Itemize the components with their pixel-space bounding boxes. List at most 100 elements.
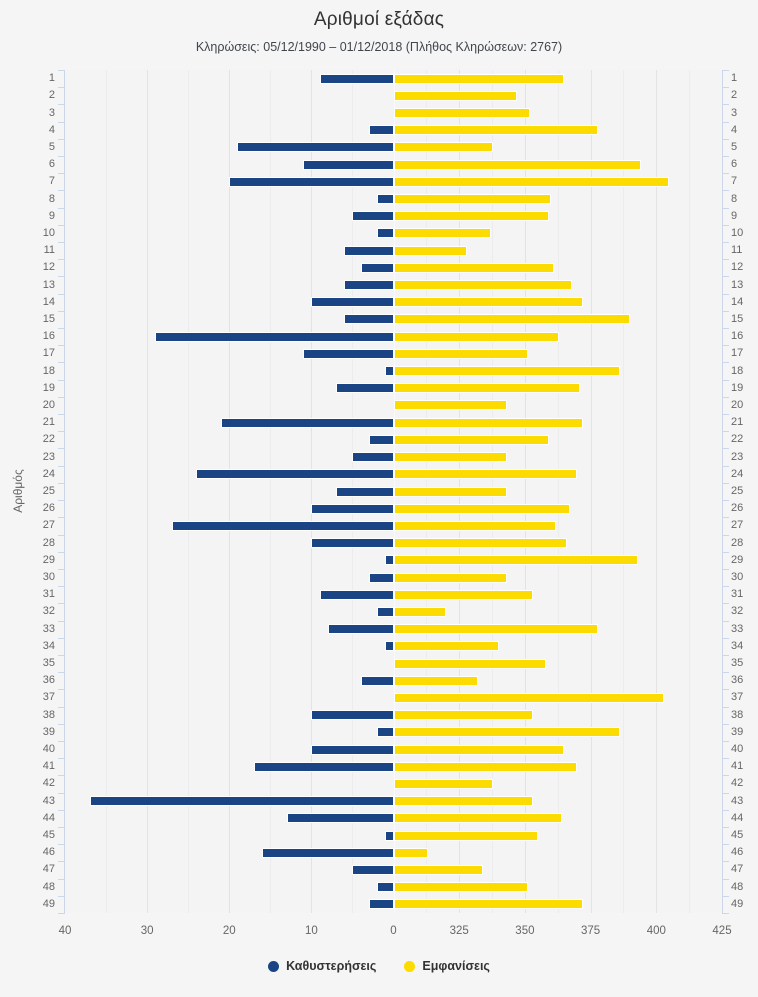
legend-item-appearances[interactable]: Εμφανίσεις — [404, 959, 490, 973]
appearances-bar-33[interactable] — [393, 624, 599, 635]
delay-bar-47[interactable] — [352, 864, 394, 875]
delay-bar-1[interactable] — [319, 73, 394, 84]
appearances-bar-10[interactable] — [393, 228, 491, 239]
delay-bar-10[interactable] — [377, 228, 394, 239]
delay-bar-18[interactable] — [385, 366, 394, 377]
delay-bar-22[interactable] — [368, 434, 394, 445]
delay-bar-11[interactable] — [344, 245, 394, 256]
appearances-bar-1[interactable] — [393, 73, 565, 84]
appearances-bar-48[interactable] — [393, 882, 528, 893]
delay-bar-19[interactable] — [336, 383, 394, 394]
appearances-bar-13[interactable] — [393, 280, 573, 291]
appearances-bar-35[interactable] — [393, 658, 546, 669]
y-axis-label-left: 21 — [42, 416, 55, 429]
appearances-bar-16[interactable] — [393, 331, 560, 342]
right-axis-tick — [723, 328, 729, 330]
delay-bar-6[interactable] — [303, 159, 394, 170]
appearances-bar-19[interactable] — [393, 383, 581, 394]
appearances-bar-14[interactable] — [393, 297, 583, 308]
appearances-bar-43[interactable] — [393, 796, 533, 807]
delay-bar-25[interactable] — [336, 486, 394, 497]
delay-bar-39[interactable] — [377, 727, 394, 738]
delay-bar-29[interactable] — [385, 555, 394, 566]
appearances-bar-46[interactable] — [393, 847, 428, 858]
appearances-bar-31[interactable] — [393, 589, 533, 600]
appearances-bar-3[interactable] — [393, 108, 531, 118]
appearances-bar-47[interactable] — [393, 864, 483, 875]
appearances-bar-7[interactable] — [393, 176, 670, 187]
appearances-bar-5[interactable] — [393, 142, 494, 153]
delay-bar-27[interactable] — [171, 520, 394, 531]
appearances-bar-30[interactable] — [393, 572, 507, 583]
delay-bar-4[interactable] — [368, 125, 394, 136]
appearances-bar-27[interactable] — [393, 520, 557, 531]
delay-bar-41[interactable] — [253, 761, 394, 772]
delay-bar-26[interactable] — [311, 503, 394, 514]
appearances-bar-17[interactable] — [393, 348, 528, 359]
delay-bar-28[interactable] — [311, 538, 394, 549]
delay-bar-33[interactable] — [327, 624, 394, 635]
delay-bar-7[interactable] — [229, 176, 394, 187]
appearances-bar-29[interactable] — [393, 555, 638, 566]
delay-bar-15[interactable] — [344, 314, 394, 325]
delay-bar-46[interactable] — [262, 847, 394, 858]
appearances-bar-40[interactable] — [393, 744, 565, 755]
delay-bar-34[interactable] — [385, 641, 394, 652]
delay-bar-40[interactable] — [311, 744, 394, 755]
delay-bar-48[interactable] — [377, 882, 394, 893]
delay-bar-12[interactable] — [360, 262, 394, 273]
appearances-bar-8[interactable] — [393, 194, 552, 205]
appearances-bar-21[interactable] — [393, 417, 583, 428]
appearances-bar-37[interactable] — [393, 692, 665, 703]
legend-item-delays[interactable]: Καθυστερήσεις — [268, 959, 376, 973]
appearances-bar-26[interactable] — [393, 503, 570, 514]
appearances-bar-22[interactable] — [393, 434, 549, 445]
delay-bar-8[interactable] — [377, 194, 394, 205]
delay-bar-24[interactable] — [196, 469, 394, 480]
appearances-bar-34[interactable] — [393, 641, 499, 652]
appearances-bar-38[interactable] — [393, 710, 533, 721]
appearances-bar-45[interactable] — [393, 830, 539, 841]
delay-bar-43[interactable] — [89, 796, 394, 807]
delay-bar-21[interactable] — [221, 417, 394, 428]
appearances-bar-44[interactable] — [393, 813, 562, 824]
delay-bar-17[interactable] — [303, 348, 394, 359]
delay-bar-9[interactable] — [352, 211, 394, 222]
appearances-bar-41[interactable] — [393, 761, 578, 772]
appearances-bar-39[interactable] — [393, 727, 620, 738]
delay-bar-16[interactable] — [155, 331, 394, 342]
delay-bar-14[interactable] — [311, 297, 394, 308]
appearances-bar-36[interactable] — [393, 675, 478, 686]
appearances-bar-18[interactable] — [393, 366, 620, 377]
delay-bar-45[interactable] — [385, 830, 394, 841]
appearances-bar-49[interactable] — [393, 899, 583, 910]
delay-bar-36[interactable] — [360, 675, 394, 686]
delay-bar-31[interactable] — [319, 589, 394, 600]
delay-bar-32[interactable] — [377, 606, 394, 617]
delay-bar-13[interactable] — [344, 280, 394, 291]
appearances-bar-12[interactable] — [393, 262, 554, 273]
appearances-bar-25[interactable] — [393, 486, 507, 497]
appearances-bar-11[interactable] — [393, 245, 468, 256]
appearances-bar-4[interactable] — [393, 125, 599, 136]
appearances-bar-2[interactable] — [393, 90, 518, 101]
appearances-bar-28[interactable] — [393, 538, 567, 549]
left-axis-tick — [58, 844, 64, 846]
appearances-bar-42[interactable] — [393, 778, 494, 789]
appearances-bar-24[interactable] — [393, 469, 578, 480]
x-axis-label-delays: 0 — [390, 925, 397, 937]
appearances-bar-6[interactable] — [393, 159, 641, 170]
appearances-bar-23[interactable] — [393, 452, 507, 463]
delay-bar-44[interactable] — [286, 813, 394, 824]
delay-bar-23[interactable] — [352, 452, 394, 463]
appearances-bar-15[interactable] — [393, 314, 631, 325]
appearances-bar-20[interactable] — [393, 400, 507, 411]
appearances-bar-32[interactable] — [393, 606, 447, 617]
delay-bar-30[interactable] — [368, 572, 394, 583]
appearances-bar-9[interactable] — [393, 211, 549, 222]
y-axis-label-right: 41 — [731, 760, 744, 773]
y-axis-label-left: 48 — [42, 880, 55, 893]
delay-bar-38[interactable] — [311, 710, 394, 721]
delay-bar-5[interactable] — [237, 142, 394, 153]
delay-bar-49[interactable] — [368, 899, 394, 910]
